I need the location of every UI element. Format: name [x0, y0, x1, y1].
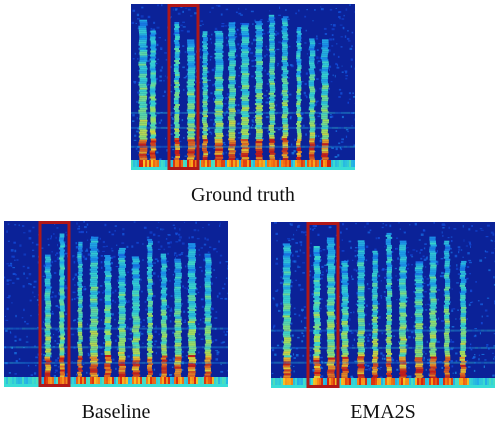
ground-truth-spectrogram [131, 4, 355, 170]
ema2s-spectrogram [271, 222, 495, 388]
baseline-spectrogram-svg [4, 221, 228, 387]
ema2s-caption: EMA2S [271, 400, 495, 424]
spectrogram-texture [4, 221, 228, 387]
ground-truth-caption: Ground truth [131, 183, 355, 207]
ground-truth-spectrogram-svg [131, 4, 355, 170]
spectrogram-texture [271, 222, 495, 388]
spectrogram-texture [131, 4, 355, 170]
baseline-caption: Baseline [4, 400, 228, 424]
ema2s-spectrogram-svg [271, 222, 495, 388]
baseline-spectrogram [4, 221, 228, 387]
